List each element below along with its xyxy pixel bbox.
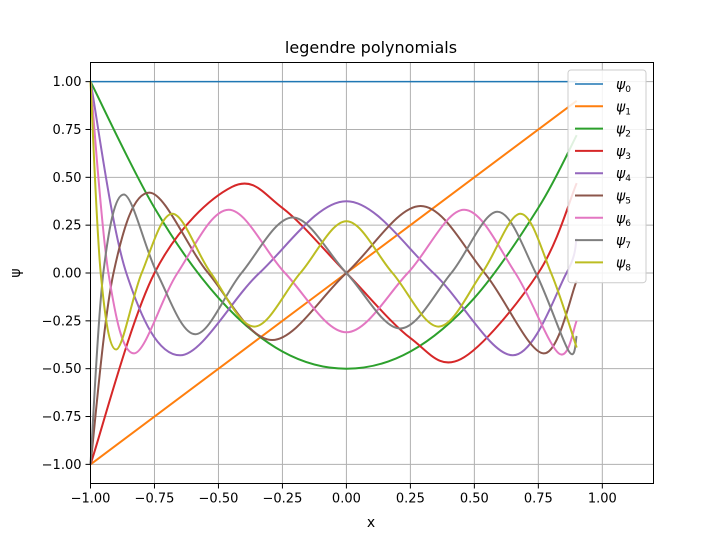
chart-title: legendre polynomials xyxy=(285,38,457,57)
legend-label: ψ2 xyxy=(616,122,631,140)
legend-entry: ψ7 xyxy=(575,233,631,251)
y-tick-label: 0.50 xyxy=(53,171,82,186)
y-tick-label: 0.25 xyxy=(53,219,82,234)
series-line-psi5 xyxy=(89,191,578,465)
series-line-psi8 xyxy=(89,81,578,351)
x-tick-label: −0.25 xyxy=(263,492,303,507)
legend-label: ψ6 xyxy=(616,211,631,229)
y-tick-label: −0.25 xyxy=(42,314,82,329)
y-axis-label: ψ xyxy=(8,268,24,277)
x-tick-label: −1.00 xyxy=(71,492,111,507)
legend-label: ψ4 xyxy=(616,166,631,184)
legend: ψ0 ψ1 ψ2 ψ3 ψ4 ψ5 ψ6 ψ7 ψ8 xyxy=(567,69,647,284)
legend-entry: ψ1 xyxy=(575,99,631,117)
legend-label: ψ5 xyxy=(616,189,631,207)
y-tick-label: 1.00 xyxy=(53,75,82,90)
legend-entry: ψ0 xyxy=(575,77,631,95)
x-tick-label: −0.75 xyxy=(135,492,175,507)
legend-entry: ψ2 xyxy=(575,122,631,140)
legend-entry: ψ5 xyxy=(575,189,631,207)
x-tick-label: 0.50 xyxy=(460,492,489,507)
legend-label: ψ7 xyxy=(616,233,631,251)
legend-label: ψ3 xyxy=(616,144,631,162)
y-tick-label: −1.00 xyxy=(42,458,82,473)
series-line-psi4 xyxy=(89,81,578,357)
series-lines xyxy=(89,80,578,466)
y-tick-label: 0.00 xyxy=(53,267,82,282)
legend-entry: ψ8 xyxy=(575,255,631,273)
x-axis-label: x xyxy=(367,515,375,531)
legend-label: ψ8 xyxy=(616,255,631,273)
y-tick-label: −0.75 xyxy=(42,410,82,425)
legend-label: ψ0 xyxy=(616,77,631,95)
series-line-psi2 xyxy=(89,81,578,370)
series-line-psi7 xyxy=(89,193,578,465)
legend-label: ψ1 xyxy=(616,99,631,117)
y-axis: 1.00 0.75 0.50 0.25 0.00 −0.25 −0.50 −0.75 −1.00 xyxy=(42,75,91,473)
legend-entry: ψ4 xyxy=(575,166,631,184)
legend-entry: ψ3 xyxy=(575,144,631,162)
x-tick-label: 0.75 xyxy=(524,492,553,507)
x-tick-label: 1.00 xyxy=(588,492,617,507)
legend-entry: ψ6 xyxy=(575,211,631,229)
y-tick-label: −0.50 xyxy=(42,362,82,377)
x-tick-label: 0.25 xyxy=(396,492,425,507)
series-line-psi6 xyxy=(89,81,578,356)
x-tick-label: 0.00 xyxy=(332,492,361,507)
x-tick-label: −0.50 xyxy=(199,492,239,507)
legend-box xyxy=(567,69,647,284)
y-tick-label: 0.75 xyxy=(53,123,82,138)
x-axis: −1.00 −0.75 −0.50 −0.25 0.00 0.25 0.50 0.75 1.00 xyxy=(71,483,617,507)
